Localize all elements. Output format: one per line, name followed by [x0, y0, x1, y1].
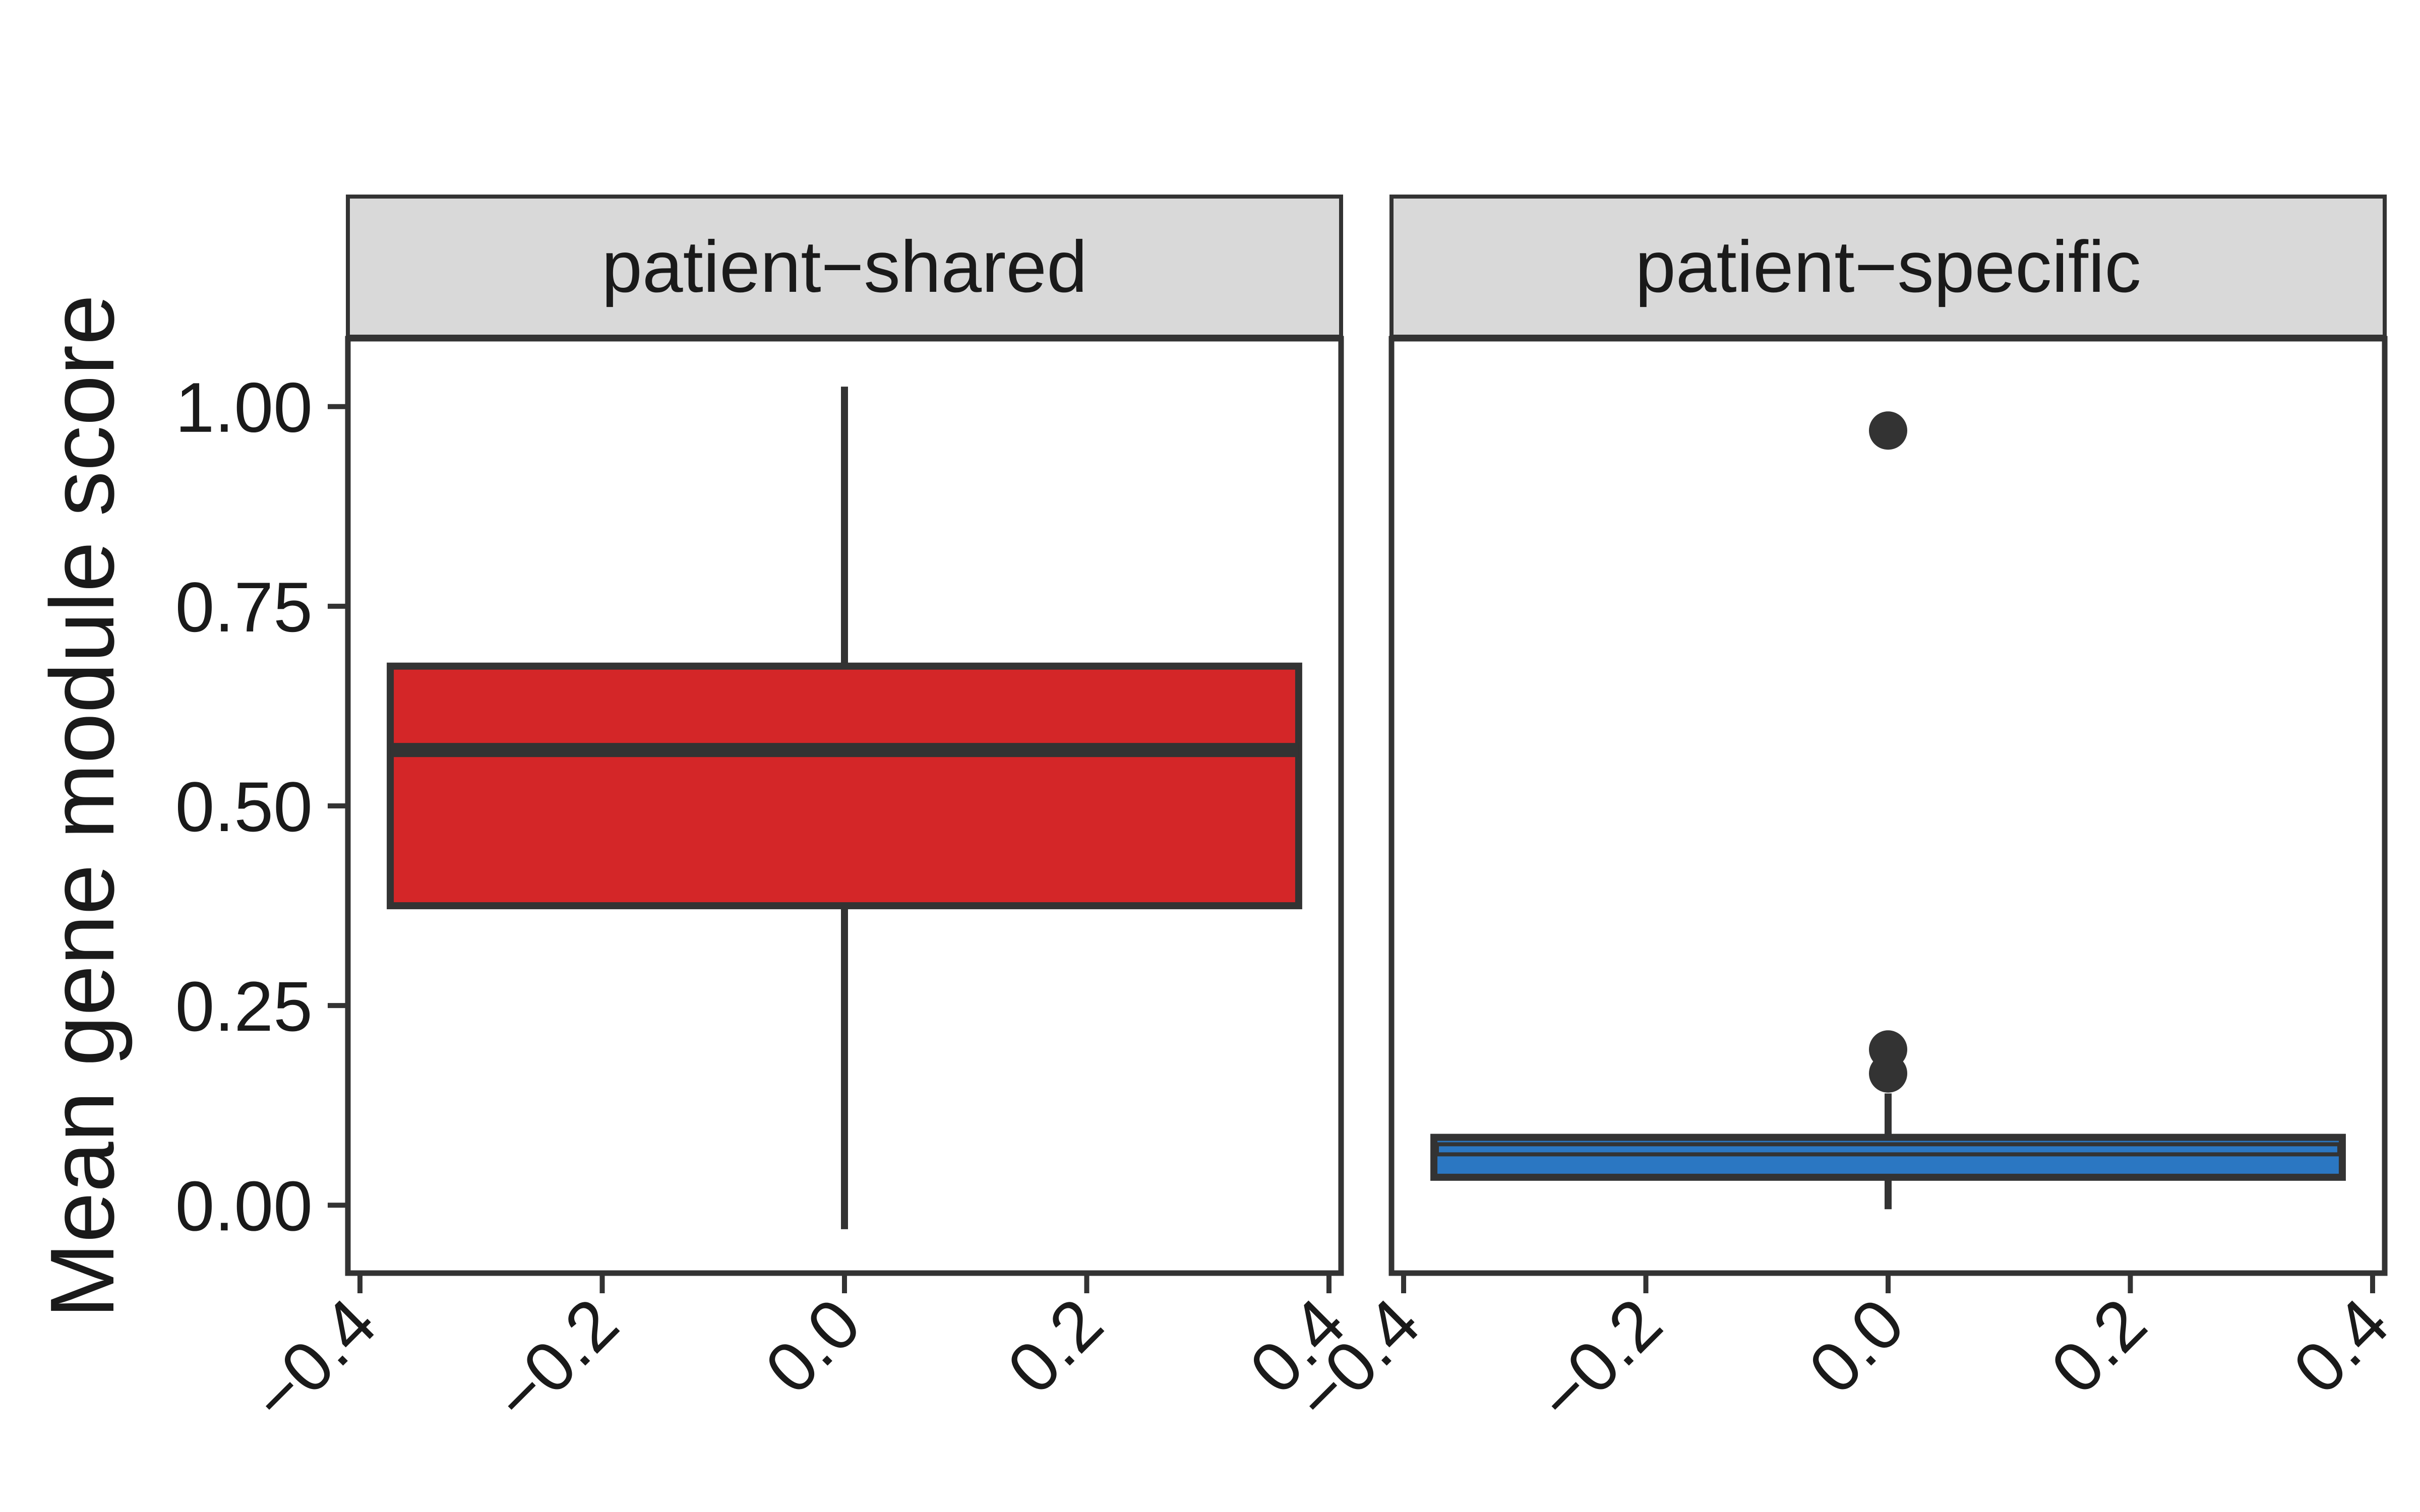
- x-tick-label: 0.4: [2278, 1283, 2404, 1409]
- x-tick-label: 0.2: [992, 1283, 1118, 1409]
- panel-1: patient−shared 0.00 0.25 0.50 0.75 1.00 −0.4 −0…: [175, 195, 1360, 1438]
- box: [387, 662, 1302, 910]
- strip-header: [346, 195, 1343, 339]
- panels: patient−shared 0.00 0.25 0.50 0.75 1.00 −0.4 −0…: [175, 195, 2404, 1438]
- strip-label: patient−specific: [1635, 226, 2141, 307]
- y-tick-label: 0.75: [175, 568, 313, 647]
- x-tick-label: 0.2: [2036, 1283, 2161, 1409]
- x-tick-label: −0.2: [478, 1283, 633, 1437]
- outlier-point: [1869, 1054, 1907, 1093]
- strip-label: patient−shared: [601, 226, 1087, 307]
- x-tick-label: −0.2: [1522, 1283, 1676, 1437]
- y-tick-label: 0.25: [175, 967, 313, 1046]
- x-tick-label: 0.0: [1794, 1283, 1919, 1409]
- x-tick-label: −0.4: [236, 1283, 391, 1437]
- y-tick-label: 0.00: [175, 1166, 313, 1245]
- y-tick-label: 1.00: [175, 368, 313, 447]
- x-tick-label: 0.0: [750, 1283, 876, 1409]
- strip-header: [1389, 195, 2387, 339]
- outlier-point: [1869, 411, 1907, 450]
- panel-2: patient−specific−0.4 −0.2 0.0 0.2 0.4: [1280, 195, 2404, 1438]
- y-tick-label: 0.50: [175, 767, 313, 846]
- y-axis-title: Mean gene module score: [32, 294, 133, 1318]
